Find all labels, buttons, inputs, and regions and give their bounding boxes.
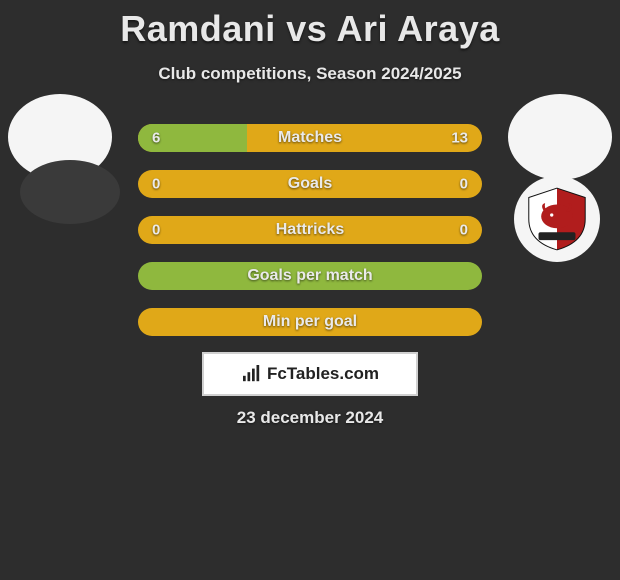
stat-left-value: 0 [152,176,160,193]
stat-bar-hattricks: 0 Hattricks 0 [138,216,482,244]
stat-label: Min per goal [263,313,357,331]
team-right-logo [514,176,600,262]
subtitle: Club competitions, Season 2024/2025 [0,64,620,84]
stat-label: Goals per match [247,267,372,285]
stat-right-value: 13 [451,130,468,147]
stat-bar-goals: 0 Goals 0 [138,170,482,198]
stat-bar-min-per-goal: Min per goal [138,308,482,336]
stat-label: Matches [278,129,342,147]
page-title: Ramdani vs Ari Araya [0,0,620,50]
footer-brand: FcTables.com [202,352,418,396]
stats-bars: 6 Matches 13 0 Goals 0 0 Hattricks 0 Goa… [138,124,482,354]
team-left-logo [20,160,120,224]
footer-date: 23 december 2024 [237,408,384,428]
stat-right-value: 0 [460,176,468,193]
madura-badge-icon [524,186,590,252]
player-right-avatar [508,94,612,180]
stat-left-value: 6 [152,130,160,147]
fctables-icon [241,365,263,383]
stat-bar-goals-per-match: Goals per match [138,262,482,290]
stat-label: Goals [288,175,332,193]
stat-left-value: 0 [152,222,160,239]
stat-bar-matches: 6 Matches 13 [138,124,482,152]
stat-right-value: 0 [460,222,468,239]
footer-brand-text: FcTables.com [267,364,379,384]
stat-label: Hattricks [276,221,344,239]
